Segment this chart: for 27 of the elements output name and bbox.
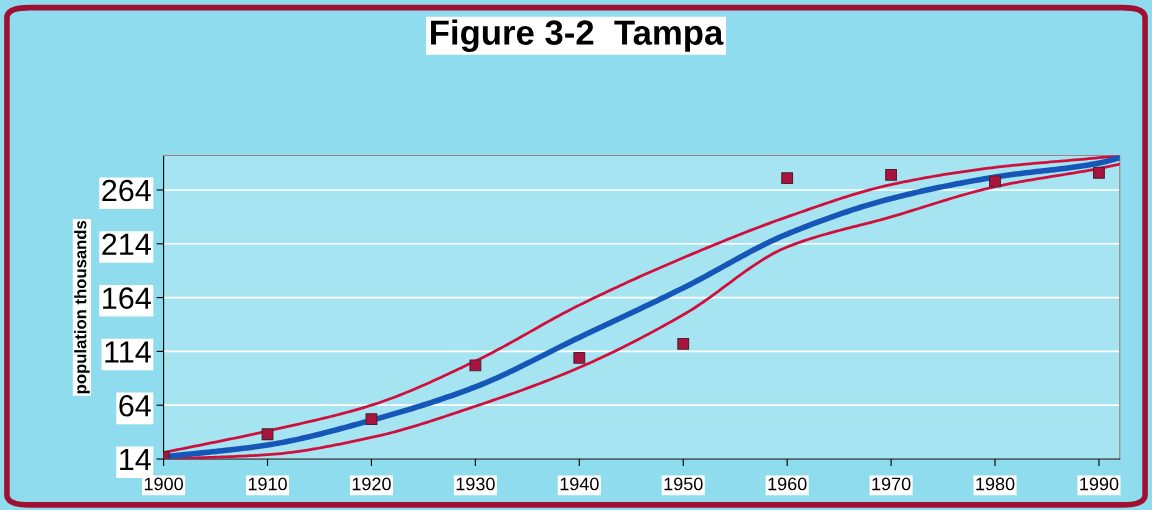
y-tick-label: 264 bbox=[102, 179, 151, 202]
point bbox=[1093, 166, 1105, 179]
x-tick-label: 1960 bbox=[768, 477, 807, 491]
x-tick-label: 1920 bbox=[352, 477, 391, 491]
y-tick-label: 14 bbox=[120, 449, 151, 471]
x-tick-label: 1980 bbox=[976, 477, 1015, 491]
point bbox=[885, 168, 898, 181]
y-tick-label: 164 bbox=[103, 287, 151, 309]
x-tick-label: 1900 bbox=[144, 477, 183, 491]
point bbox=[469, 359, 482, 372]
x-tick-label: 1990 bbox=[1080, 477, 1119, 491]
point bbox=[781, 172, 794, 185]
y-tick-label: 64 bbox=[119, 394, 151, 417]
point bbox=[261, 428, 274, 441]
point bbox=[677, 337, 690, 350]
chart-title: Figure 3-2 Tampa bbox=[431, 19, 724, 52]
x-tick-label: 1940 bbox=[560, 477, 599, 491]
y-tick-label: 114 bbox=[105, 341, 151, 363]
point bbox=[989, 175, 1001, 188]
x-tick-label: 1950 bbox=[664, 477, 703, 491]
y-tick-label: 214 bbox=[102, 233, 151, 255]
x-tick-label: 1910 bbox=[248, 477, 287, 491]
point bbox=[573, 351, 586, 364]
x-tick-label: 1930 bbox=[456, 477, 495, 491]
x-tick-label: 1970 bbox=[872, 477, 911, 491]
y-axis-title: population thousands bbox=[74, 220, 90, 394]
point bbox=[365, 413, 378, 426]
